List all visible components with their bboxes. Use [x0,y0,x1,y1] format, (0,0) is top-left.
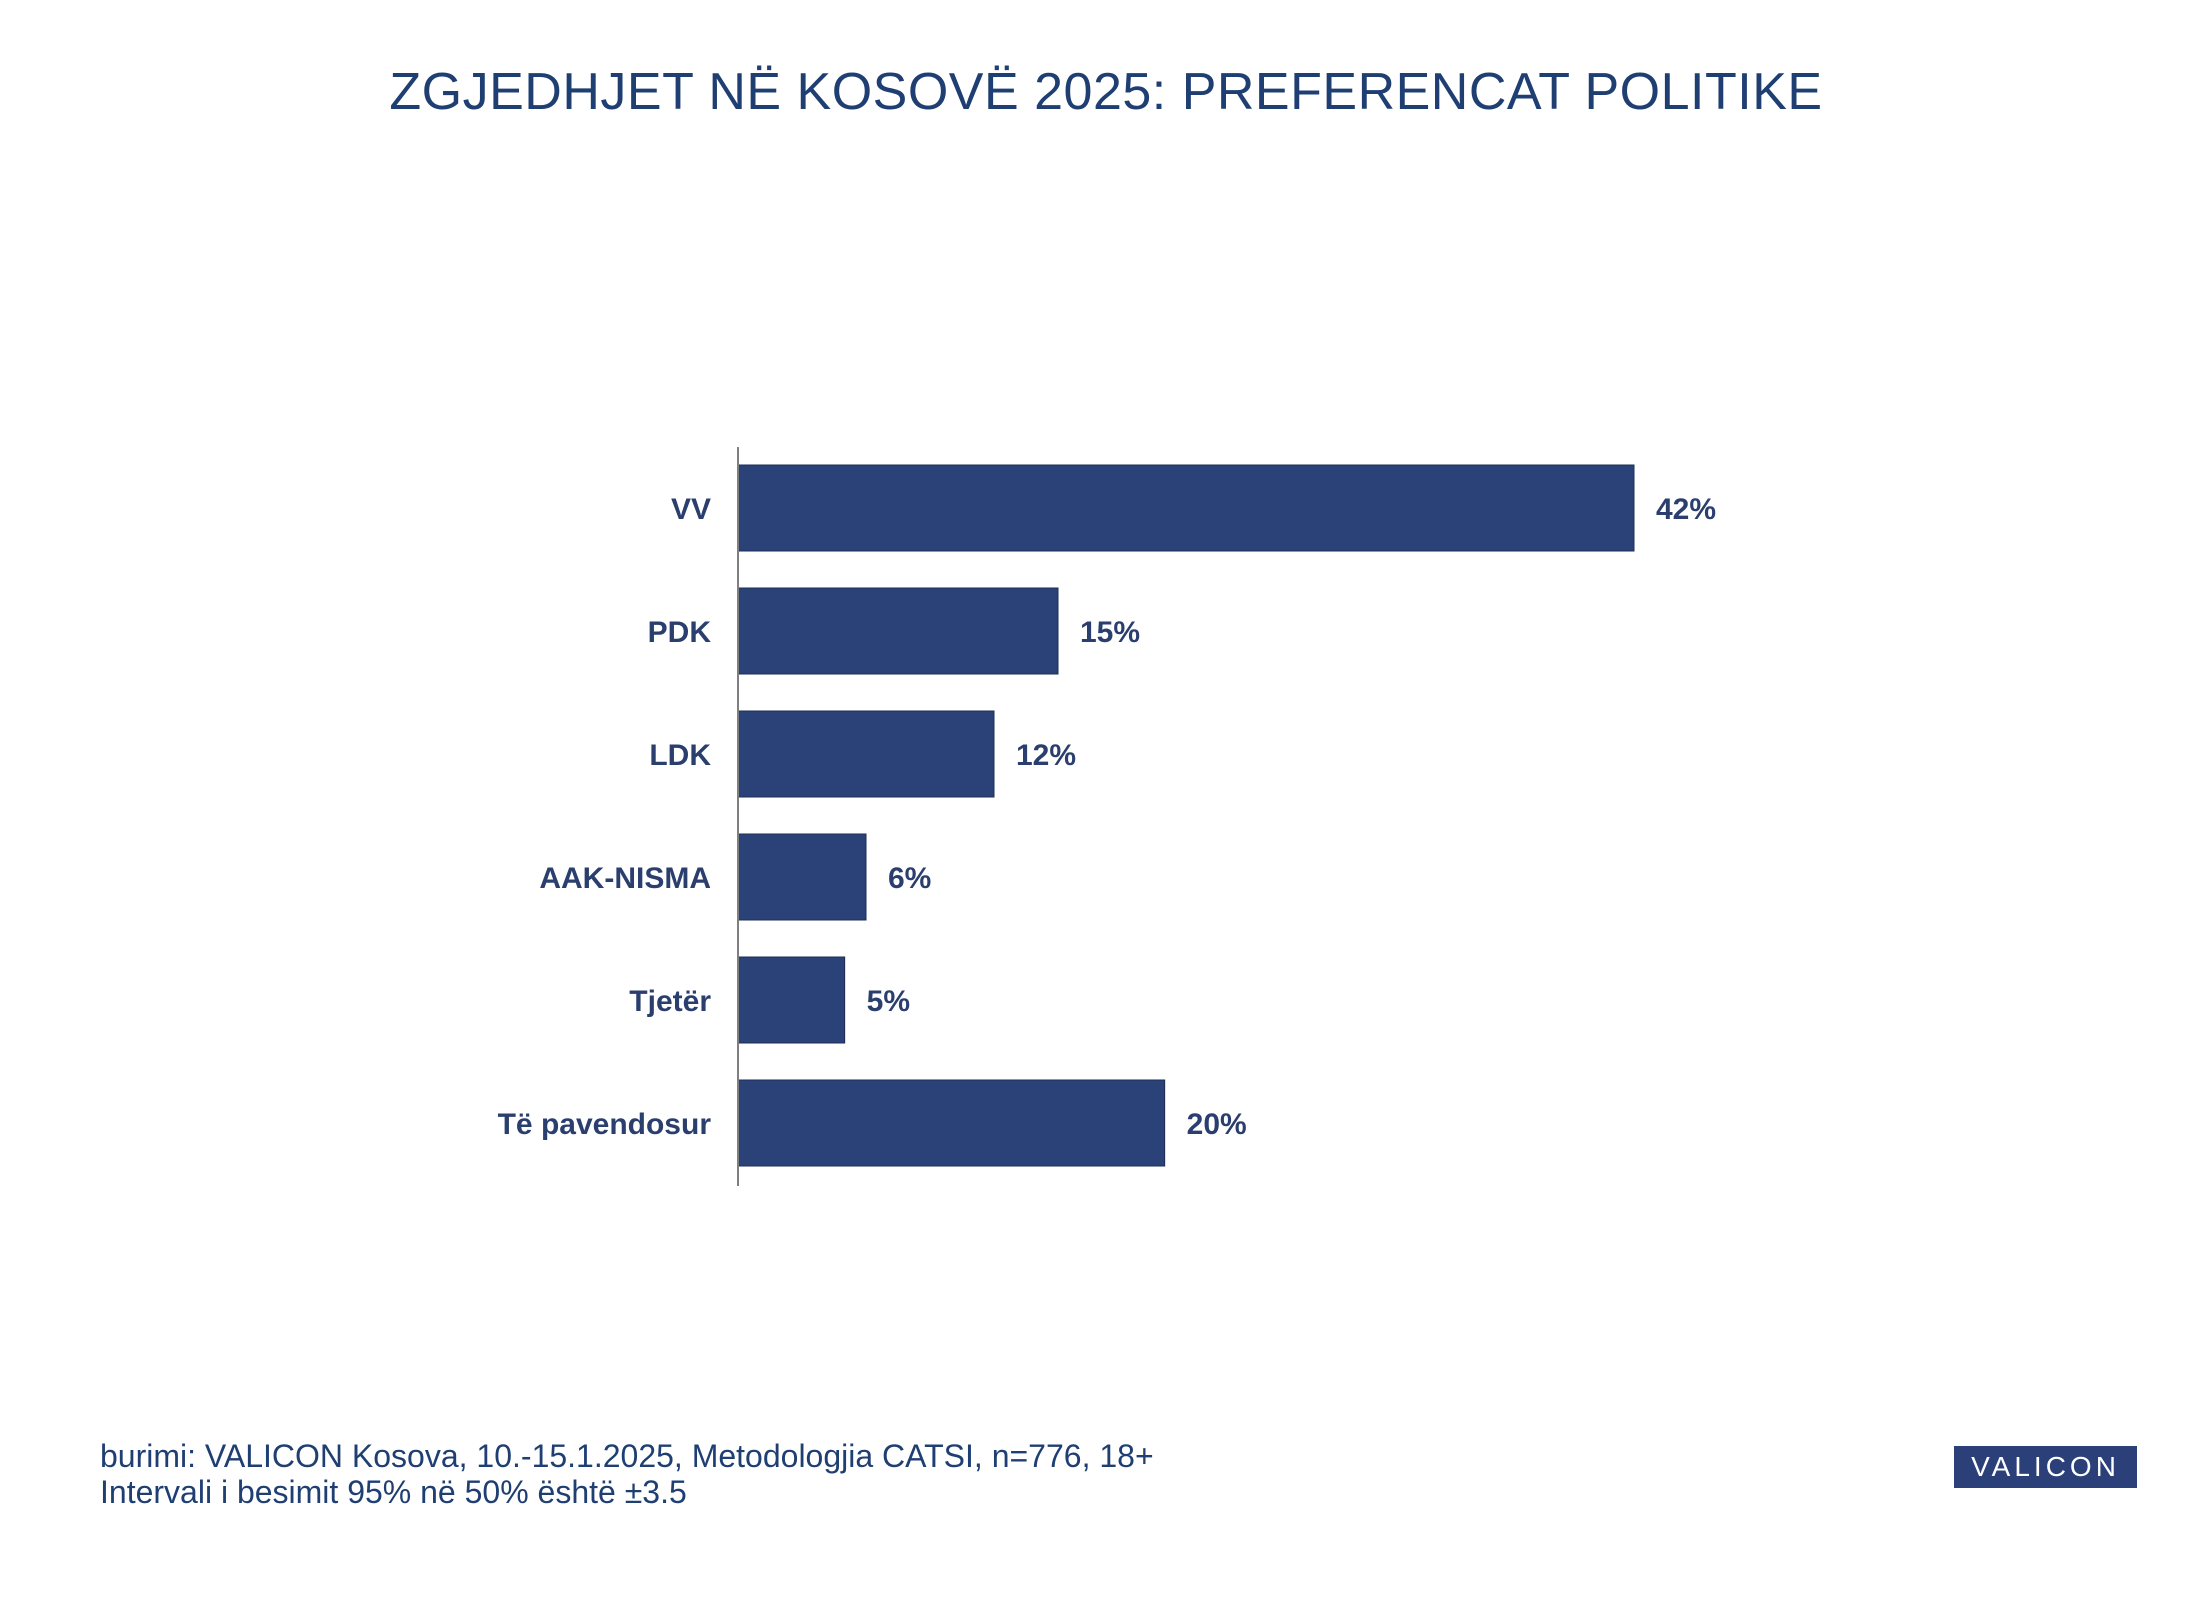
bar-vv [737,464,1635,552]
category-label: Tjetër [629,985,711,1018]
bar-tjetër [737,956,846,1044]
category-label: VV [671,493,711,526]
bar-ldk [737,710,995,798]
valicon-logo: VALICON [1954,1446,2137,1488]
value-label: 42% [1656,493,1716,526]
category-label: LDK [649,739,711,772]
category-label: PDK [648,616,712,649]
value-label: 6% [888,862,931,895]
value-label: 20% [1187,1108,1247,1141]
bar-të-pavendosur [737,1079,1166,1167]
chart-title: ZGJEDHJET NË KOSOVË 2025: PREFERENCAT PO… [389,63,1823,121]
value-label: 5% [867,985,910,1018]
value-label: 12% [1016,739,1076,772]
bar-aak-nisma [737,833,867,921]
bar-pdk [737,587,1059,675]
bars-group: VV 42% PDK 15% LDK 12% AAK-NISMA 6% Tjetër 5% Të p… [498,464,1716,1167]
confidence-interval-note: Intervali i besimit 95% në 50% është ±3.… [100,1474,687,1510]
source-note: burimi: VALICON Kosova, 10.-15.1.2025, M… [100,1438,1154,1474]
category-label: Të pavendosur [498,1108,712,1141]
value-label: 15% [1080,616,1140,649]
category-label: AAK-NISMA [539,862,711,895]
footer-notes: burimi: VALICON Kosova, 10.-15.1.2025, M… [100,1438,1154,1510]
